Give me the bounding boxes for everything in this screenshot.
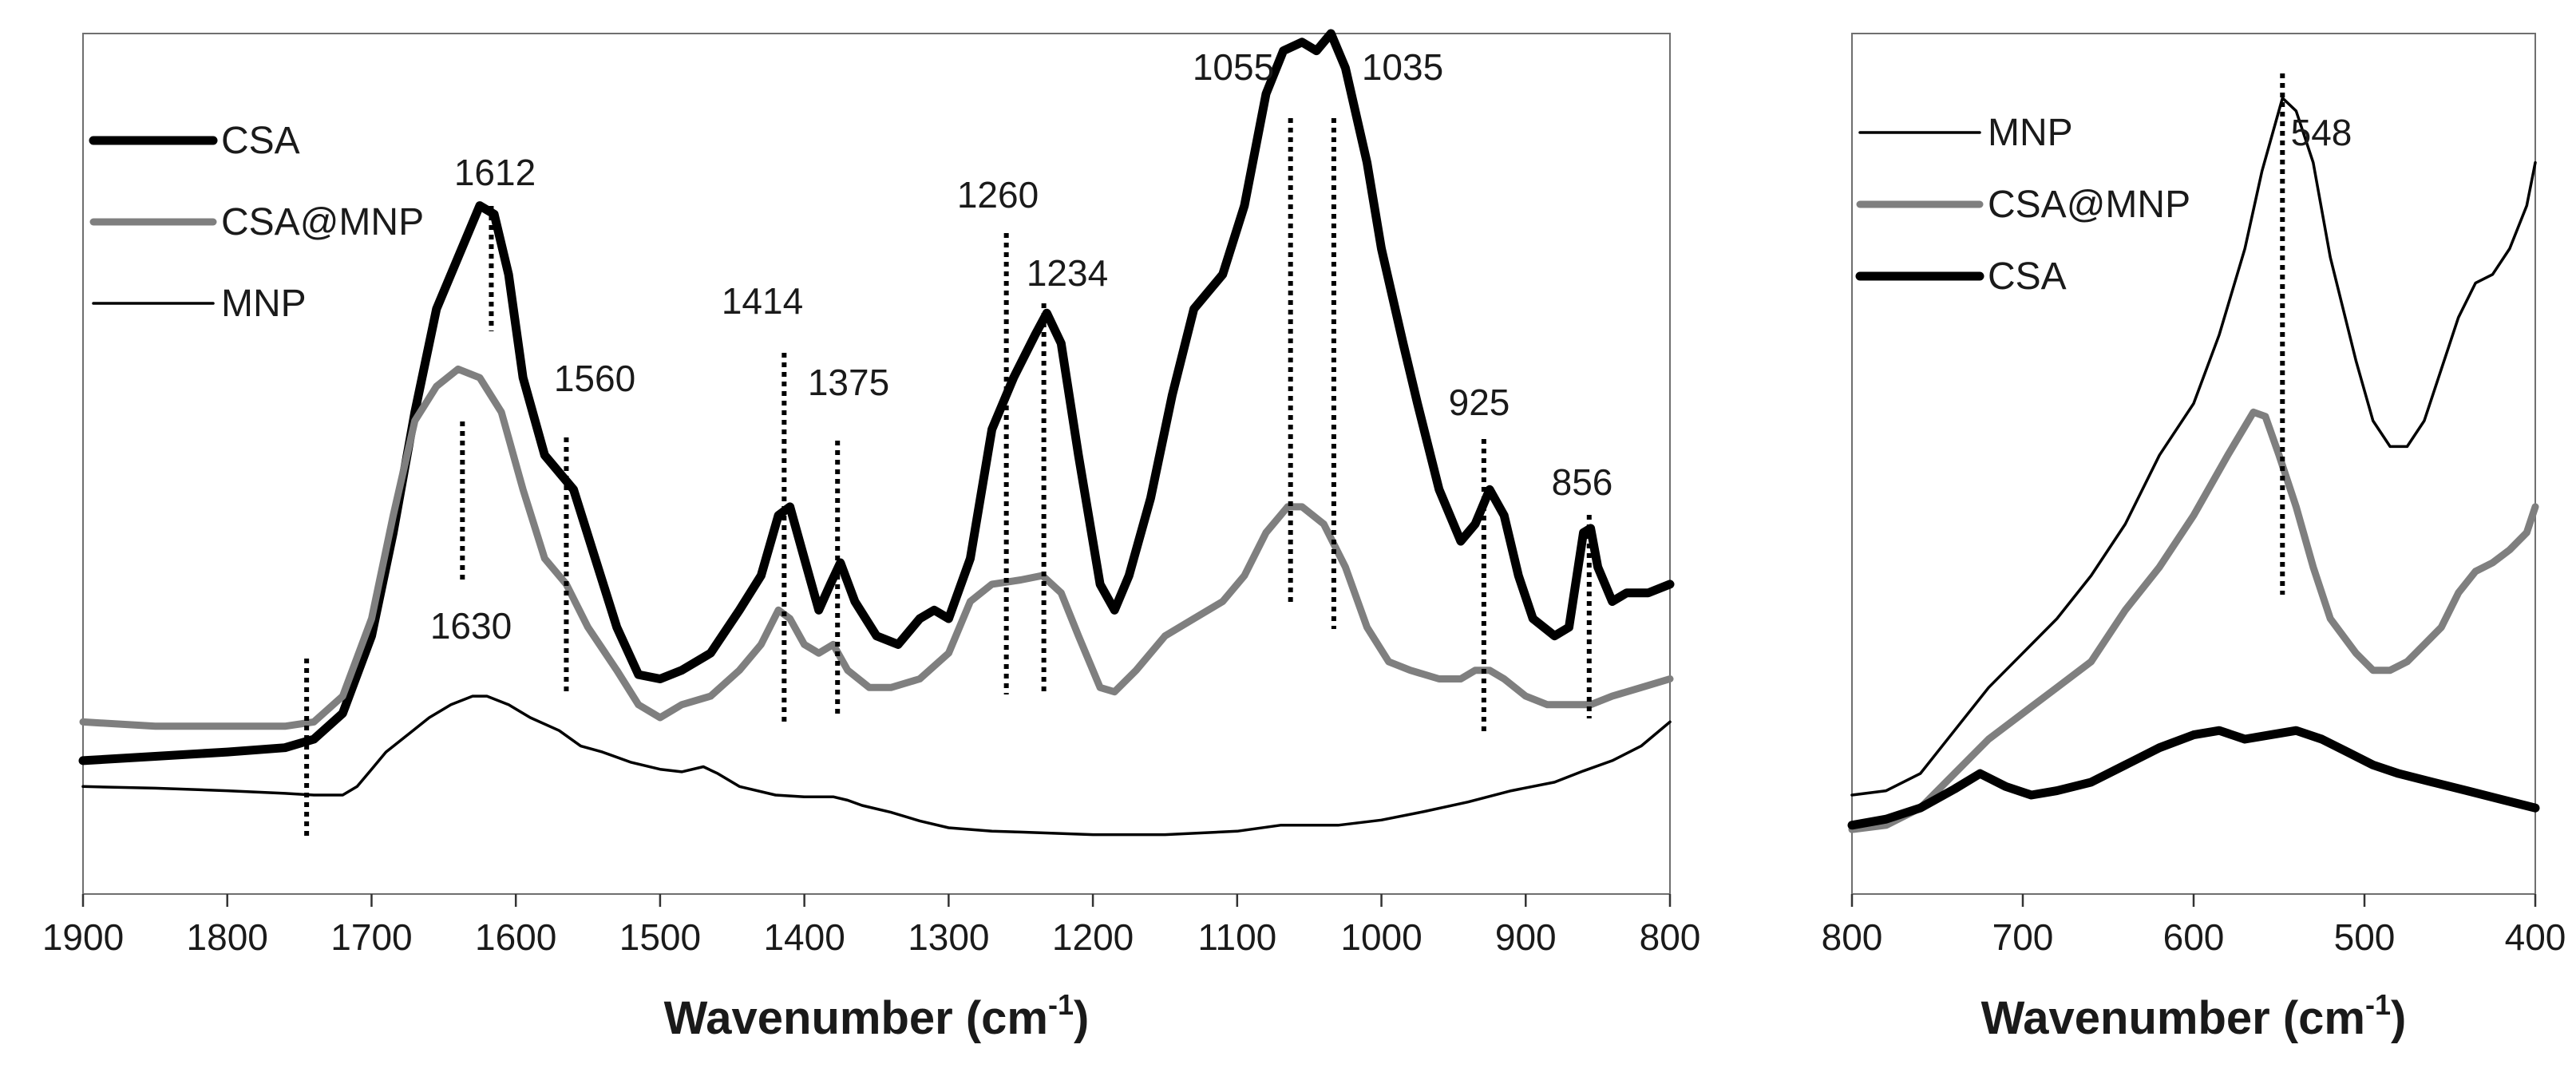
plot-frame bbox=[1851, 33, 2536, 895]
x-tick-label: 900 bbox=[1495, 916, 1557, 958]
left-panel-chart: 1900 1800 1700 1600 1500 1400 1300 1200 1100 1000… bbox=[42, 29, 1701, 1044]
x-tick-label: 1300 bbox=[908, 916, 989, 958]
series-line-mnp bbox=[81, 694, 1672, 837]
peak-label: 1260 bbox=[957, 174, 1039, 216]
x-tick-label: 1400 bbox=[763, 916, 845, 958]
legend-label: CSA bbox=[1988, 255, 2067, 298]
legend-label: MNP bbox=[221, 283, 307, 325]
series-line-csa-mnp bbox=[79, 365, 1674, 730]
x-tick-label: 700 bbox=[1992, 916, 2054, 958]
x-tick-label: 1500 bbox=[619, 916, 701, 958]
peak-label: 1414 bbox=[722, 280, 803, 322]
series-line-mnp bbox=[1850, 97, 2537, 797]
x-tick-label: 1900 bbox=[42, 916, 124, 958]
peak-label: 548 bbox=[2291, 112, 2352, 153]
legend-label: CSA@MNP bbox=[221, 201, 424, 243]
peak-label: 1035 bbox=[1362, 46, 1443, 88]
series-line-csa bbox=[1847, 726, 2540, 830]
x-tick-label: 500 bbox=[2334, 916, 2396, 958]
legend-label: MNP bbox=[1988, 112, 2073, 154]
x-axis-label: Wavenumber (cm-1) bbox=[664, 988, 1090, 1044]
peak-label: 1630 bbox=[430, 605, 512, 647]
peak-label: 856 bbox=[1552, 461, 1613, 503]
plot-frame bbox=[82, 33, 1671, 895]
series-line-csa bbox=[78, 29, 1675, 766]
x-tick-label: 1700 bbox=[330, 916, 412, 958]
x-tick-label: 600 bbox=[2163, 916, 2225, 958]
legend-label: CSA@MNP bbox=[1988, 184, 2190, 226]
x-tick-label: 400 bbox=[2505, 916, 2566, 958]
peak-label: 1055 bbox=[1193, 46, 1274, 88]
x-tick-label: 1000 bbox=[1340, 916, 1422, 958]
series-line-csa-mnp bbox=[1848, 408, 2539, 833]
x-tick-label: 1200 bbox=[1052, 916, 1134, 958]
peak-label: 1234 bbox=[1027, 252, 1108, 294]
x-tick-label: 1800 bbox=[187, 916, 268, 958]
peak-label: 925 bbox=[1449, 382, 1510, 423]
x-tick-label: 1600 bbox=[475, 916, 556, 958]
x-tick-label: 1100 bbox=[1197, 916, 1276, 958]
x-tick-label: 800 bbox=[1640, 916, 1701, 958]
right-panel-chart: 800 700 600 500 400 Wavenumber (cm-1) 548 MNP CS… bbox=[1822, 33, 2566, 1044]
legend-label: CSA bbox=[221, 120, 300, 162]
peak-label: 1612 bbox=[454, 152, 536, 193]
x-axis-label: Wavenumber (cm-1) bbox=[1981, 988, 2407, 1044]
peak-label: 1375 bbox=[808, 362, 889, 403]
x-tick-label: 800 bbox=[1822, 916, 1883, 958]
peak-label: 1560 bbox=[554, 358, 635, 399]
